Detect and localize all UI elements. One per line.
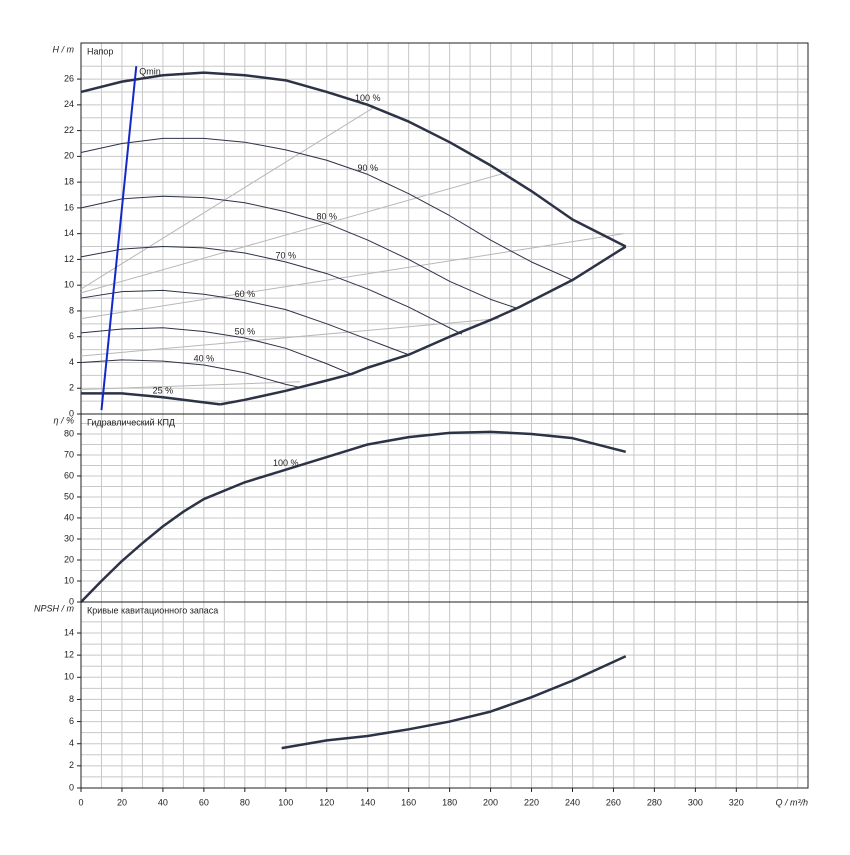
x-tick-label: 220	[524, 797, 539, 807]
x-tick-label: 20	[117, 797, 127, 807]
y-tick-label: 50	[64, 491, 74, 501]
curve-label: Qmin	[139, 67, 161, 77]
y-tick-label: 22	[64, 125, 74, 135]
x-tick-label: 240	[565, 797, 580, 807]
curve	[80, 289, 409, 356]
curve	[80, 359, 299, 388]
y-axis-label: NPSH / m	[34, 603, 75, 613]
y-tick-label: 20	[64, 151, 74, 161]
panel-frame	[80, 42, 809, 415]
y-tick-label: 12	[64, 650, 74, 660]
x-tick-label: 180	[442, 797, 457, 807]
curve	[80, 381, 301, 391]
y-tick-label: 30	[64, 533, 74, 543]
y-tick-label: 16	[64, 202, 74, 212]
y-tick-label: 4	[69, 357, 74, 367]
x-tick-label: 0	[78, 797, 83, 807]
y-tick-label: 0	[69, 596, 74, 606]
y-tick-label: 6	[69, 331, 74, 341]
curve-label: 100 %	[355, 93, 381, 103]
panel-frame	[80, 601, 809, 789]
x-axis-label: Q / m³/h	[775, 797, 808, 807]
x-tick-label: 120	[319, 797, 334, 807]
x-tick-label: 40	[158, 797, 168, 807]
y-tick-label: 2	[69, 760, 74, 770]
curve-label: 60 %	[235, 289, 256, 299]
curve	[81, 392, 221, 406]
y-tick-label: 8	[69, 305, 74, 315]
curve	[80, 137, 573, 281]
y-tick-label: 6	[69, 716, 74, 726]
y-axis-label: H / m	[53, 44, 75, 54]
y-tick-label: 0	[69, 782, 74, 792]
panel-title: Гидравлический КПД	[87, 417, 175, 427]
y-axis-label: η / %	[53, 415, 74, 425]
curve-label: 100 %	[273, 458, 299, 468]
curve	[80, 171, 510, 294]
x-tick-label: 260	[606, 797, 621, 807]
y-tick-label: 2	[69, 383, 74, 393]
curve	[80, 195, 518, 309]
panel-title: Кривые кавитационного запаса	[87, 605, 218, 615]
curve-label: 25 %	[153, 386, 174, 396]
y-tick-label: 26	[64, 73, 74, 83]
curve	[80, 246, 463, 335]
y-tick-label: 0	[69, 408, 74, 418]
curve	[80, 106, 375, 290]
x-tick-label: 300	[688, 797, 703, 807]
x-tick-label: 320	[729, 797, 744, 807]
x-tick-label: 200	[483, 797, 498, 807]
curve	[220, 245, 627, 406]
y-tick-label: 40	[64, 512, 74, 522]
y-tick-label: 24	[64, 99, 74, 109]
x-tick-label: 60	[199, 797, 209, 807]
curve	[100, 66, 138, 411]
x-tick-label: 140	[360, 797, 375, 807]
y-tick-label: 70	[64, 449, 74, 459]
panel-title: Напор	[87, 46, 113, 56]
y-tick-label: 14	[64, 627, 74, 637]
curve-label: 50 %	[235, 326, 256, 336]
curve-label: 40 %	[194, 353, 215, 363]
curve-label: 90 %	[357, 163, 378, 173]
curve	[80, 430, 627, 603]
curve	[80, 71, 627, 248]
x-tick-label: 280	[647, 797, 662, 807]
curve	[281, 655, 627, 750]
curve-label: 80 %	[316, 212, 337, 222]
curve	[80, 318, 499, 357]
y-tick-label: 14	[64, 228, 74, 238]
x-tick-label: 80	[240, 797, 250, 807]
y-tick-label: 20	[64, 554, 74, 564]
y-tick-label: 12	[64, 254, 74, 264]
y-tick-label: 10	[64, 575, 74, 585]
y-tick-label: 10	[64, 280, 74, 290]
curve-label: 70 %	[276, 250, 297, 260]
y-tick-label: 60	[64, 470, 74, 480]
y-tick-label: 8	[69, 694, 74, 704]
x-tick-label: 160	[401, 797, 416, 807]
y-tick-label: 18	[64, 177, 74, 187]
curve	[80, 233, 624, 320]
y-tick-label: 80	[64, 428, 74, 438]
y-tick-label: 10	[64, 672, 74, 682]
y-tick-label: 4	[69, 738, 74, 748]
curve	[80, 327, 352, 375]
x-tick-label: 100	[278, 797, 293, 807]
